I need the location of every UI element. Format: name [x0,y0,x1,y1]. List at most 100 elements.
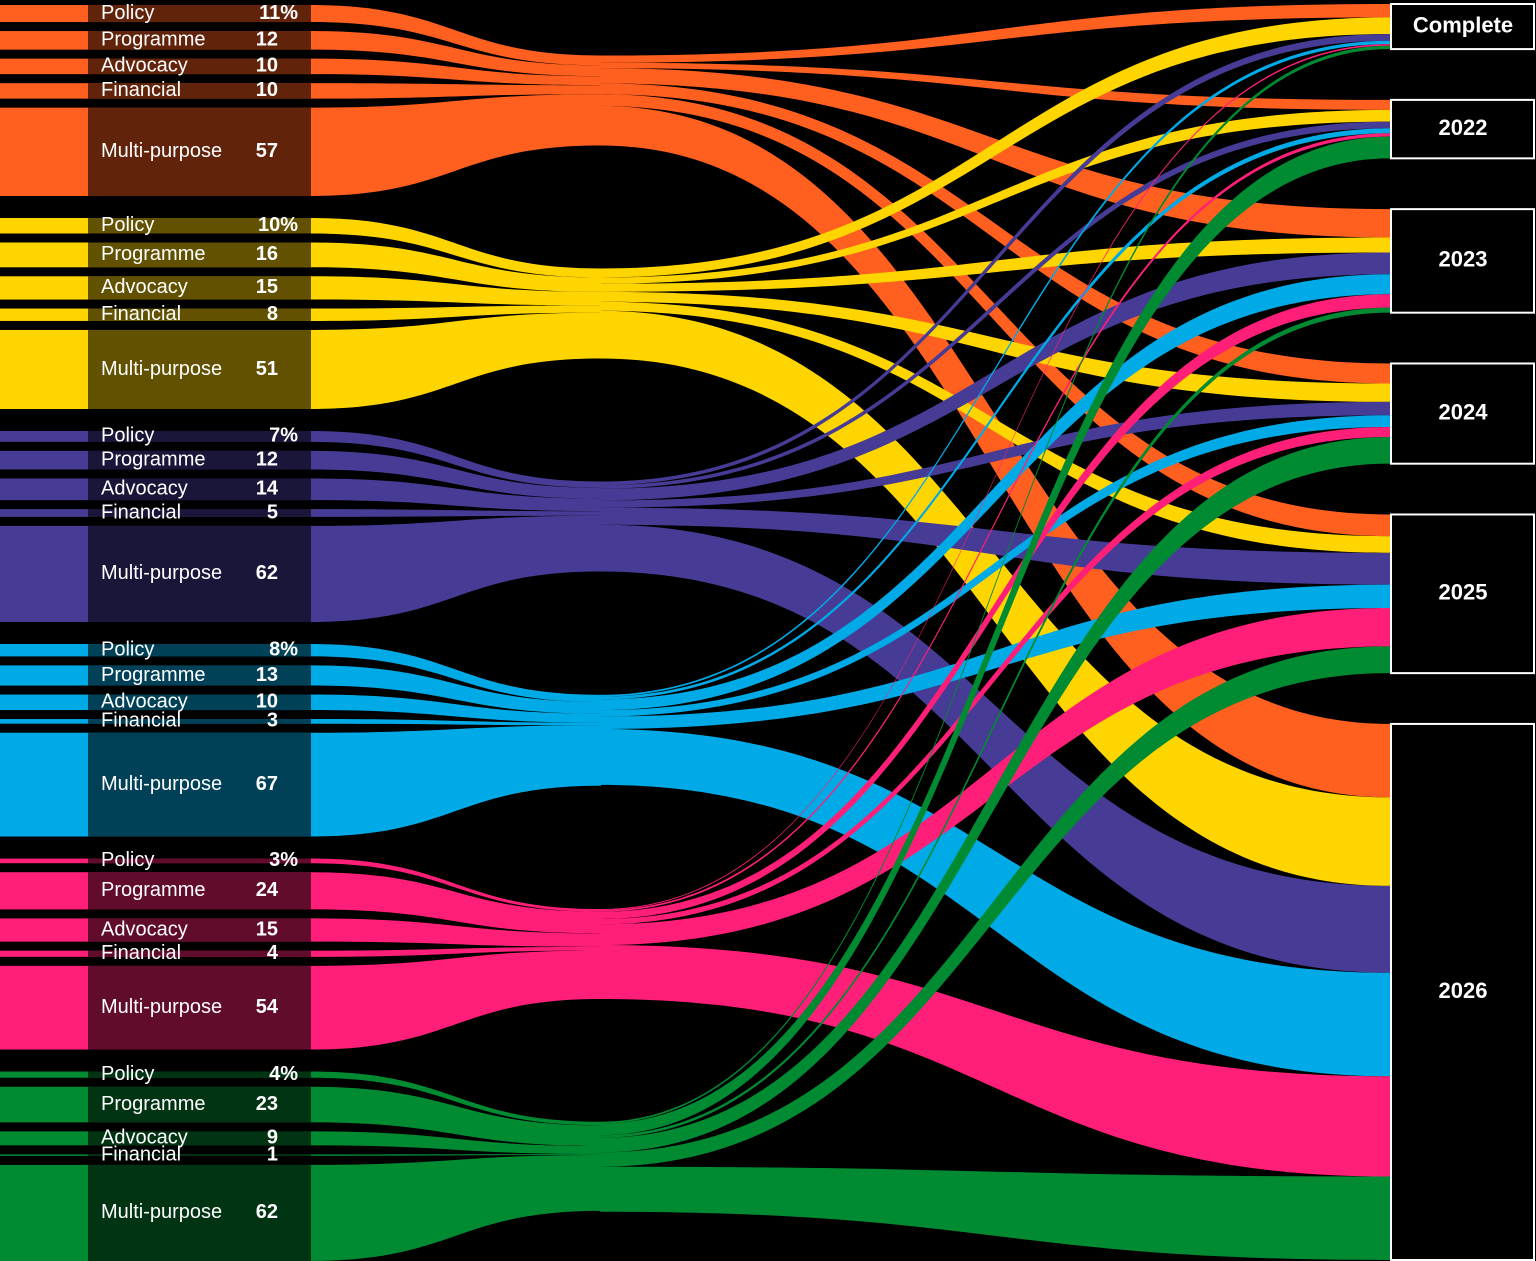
category-label-box [88,478,311,501]
category-flow [310,946,601,957]
flow [600,40,1390,697]
category-value: 10 [256,55,278,77]
category-label-box [88,431,311,442]
right-nodes: Complete 2022 2023 2024 2025 2026 [1390,3,1535,1261]
flow [600,294,1390,919]
category-label-box [88,450,311,470]
flow [600,4,1390,63]
category-label: Multi-purpose [101,140,222,162]
category-flow [310,83,601,99]
target-label: 2024 [1439,399,1489,424]
category-value: 23 [256,1093,278,1115]
left-nodes: Policy 11% Programme 12 Advocacy 10 Financial 1… [0,2,311,1261]
category-flow [310,5,601,66]
category-label-box [88,308,311,321]
category-value: 3 [267,710,278,732]
category-label-box [88,31,311,50]
category-label: Policy [101,1063,154,1085]
category-label-box [88,858,311,864]
category-value: 4 [267,942,279,964]
category-label: Multi-purpose [101,1201,222,1223]
category-value: 4% [269,1063,298,1085]
category-flow [310,312,601,409]
flow [600,401,1390,508]
flow [600,252,1390,501]
category-label: Financial [101,501,181,523]
flow [600,584,1390,730]
flow [600,136,1390,1136]
category-label-box [88,1154,311,1156]
category-value: 10% [258,214,298,236]
category-flow [310,644,601,703]
category-flow [310,58,601,86]
category-flow [310,94,601,196]
category-value: 8 [267,303,278,325]
flows [310,4,1390,1261]
category-value: 12 [256,448,278,470]
category-flow [310,1086,601,1147]
category-value: 51 [256,358,278,380]
category-label: Policy [101,638,154,660]
category-label: Programme [101,1093,205,1115]
category-value: 5 [267,501,278,523]
target-node [1390,3,1535,51]
flow [600,415,1390,717]
category-label-box [88,872,311,910]
category-value: 3% [269,849,298,871]
category-label-box [88,719,311,724]
category-label: Multi-purpose [101,358,222,380]
category-label: Programme [101,243,205,265]
category-value: 10 [256,79,278,101]
category-label: Financial [101,79,181,101]
category-label-box [88,509,311,517]
category-label: Financial [101,1143,181,1165]
category-label-box [88,665,311,686]
category-label: Multi-purpose [101,562,222,584]
category-label-box [88,329,311,409]
category-label: Policy [101,849,154,871]
category-value: 1 [267,1143,278,1165]
category-value: 16 [256,243,278,265]
category-value: 7% [269,425,298,447]
flow [600,608,1390,946]
category-label-box [88,1131,311,1146]
category-label: Multi-purpose [101,996,222,1018]
flow [600,17,1390,278]
flow [600,524,1390,973]
category-label-box [88,276,311,300]
category-label: Policy [101,2,154,24]
category-label-box [88,83,311,99]
category-label-box [88,1164,311,1261]
target-node [1390,98,1535,160]
category-label-box [88,644,311,657]
category-value: 14 [256,478,279,500]
flow [600,274,1390,711]
category-flow [310,694,601,723]
category-label-box [88,107,311,196]
target-node [1390,208,1535,314]
flow [600,646,1390,1167]
flow [600,83,1390,384]
category-label: Financial [101,942,181,964]
flow [600,426,1390,925]
category-label-box [88,525,311,622]
flow [600,310,1390,886]
flow [600,62,1390,110]
category-value: 13 [256,664,278,686]
category-value: 9 [267,1127,278,1149]
category-label: Advocacy [101,276,188,298]
category-label: Policy [101,425,154,447]
category-label: Policy [101,214,154,236]
target-node [1390,722,1535,1261]
category-flow [310,665,601,714]
category-flow [310,478,601,512]
category-value: 10 [256,691,278,713]
target-label: 2023 [1439,247,1488,272]
category-flow [310,725,601,837]
flow [600,301,1390,553]
category-value: 57 [256,140,278,162]
category-label-box [88,950,311,957]
category-label-box [88,1071,311,1078]
flow [600,128,1390,700]
